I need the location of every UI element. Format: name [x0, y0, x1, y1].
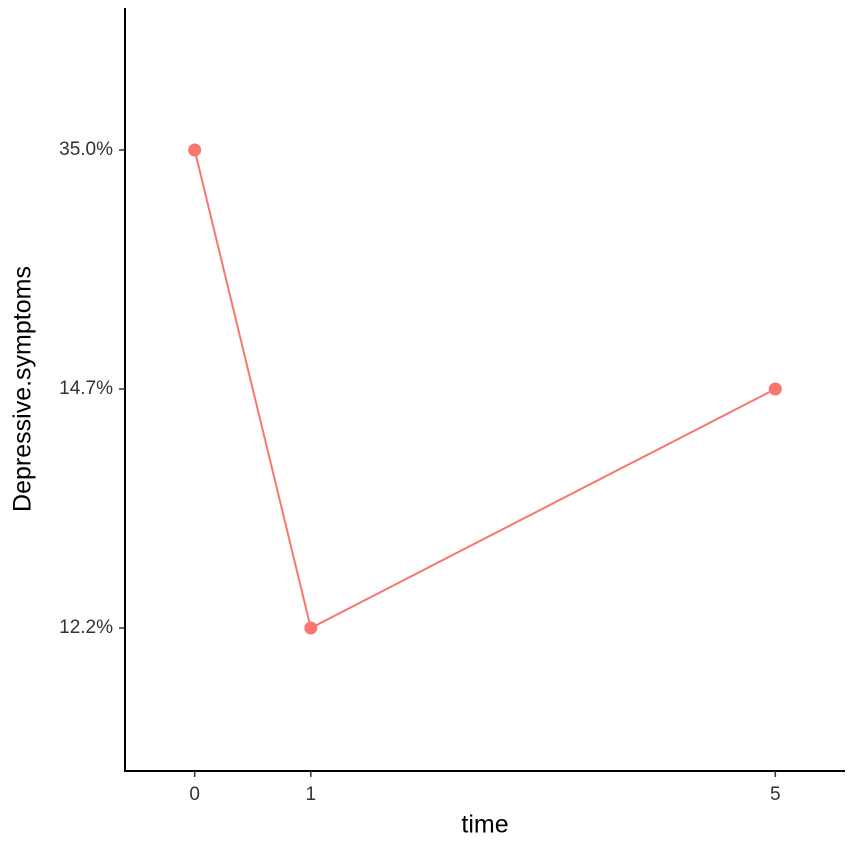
y-axis-title: Depressive.symptoms: [9, 266, 37, 512]
x-axis-title: time: [461, 811, 508, 839]
y-tick-label: 12.2%: [59, 617, 113, 638]
y-tick-label: 14.7%: [59, 378, 113, 399]
point: [188, 143, 202, 157]
x-tick-label: 1: [306, 784, 317, 805]
x-tick-label: 5: [770, 784, 781, 805]
x-tick-label: 0: [189, 784, 200, 805]
point: [304, 621, 318, 635]
point: [768, 382, 782, 396]
y-tick-label: 35.0%: [59, 139, 113, 160]
line: [193, 149, 776, 630]
